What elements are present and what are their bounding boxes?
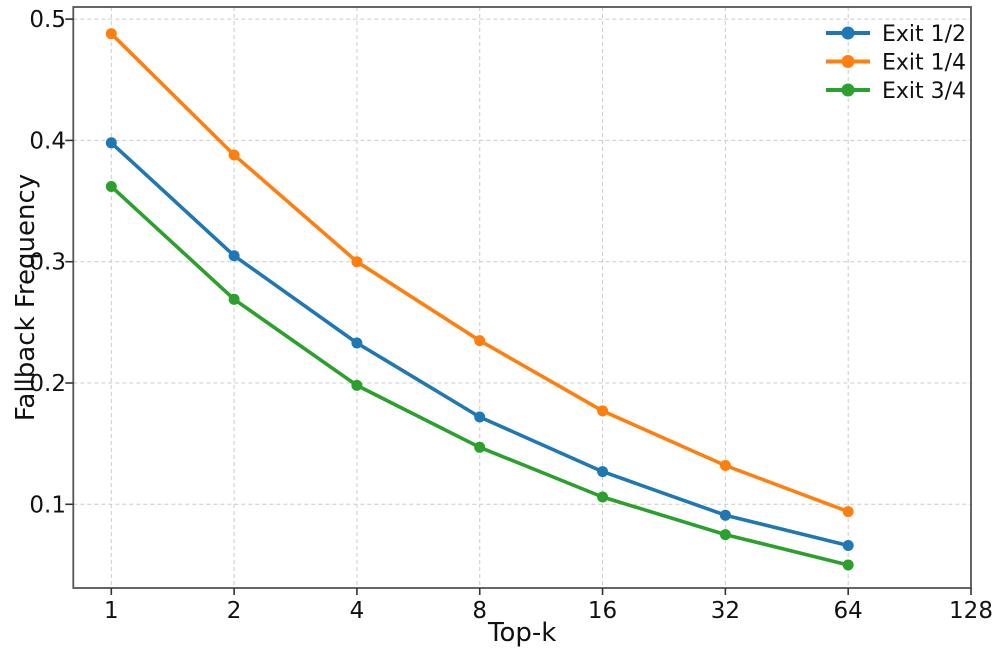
- y-axis-label: Fallback Frequency: [11, 174, 41, 421]
- x-tick-label: 4: [350, 598, 365, 624]
- data-point-marker: [351, 337, 363, 349]
- legend-marker: [841, 83, 855, 97]
- data-point-marker: [105, 181, 117, 192]
- data-point-marker: [351, 256, 363, 268]
- data-point-marker: [597, 491, 609, 503]
- data-point-marker: [719, 460, 731, 471]
- data-point-marker: [597, 466, 609, 478]
- data-point-marker: [719, 529, 731, 541]
- x-tick-label: 32: [711, 598, 740, 624]
- legend-label: Exit 1/4: [882, 51, 966, 76]
- data-point-marker: [474, 335, 486, 347]
- x-tick-label: 2: [227, 598, 242, 624]
- data-point-marker: [597, 405, 609, 417]
- legend-marker: [841, 55, 855, 68]
- legend-label: Exit 1/2: [882, 22, 966, 47]
- data-point-marker: [228, 149, 240, 161]
- data-point-marker: [842, 559, 854, 571]
- y-tick-label: 0.1: [29, 492, 66, 518]
- x-axis-label: Top-k: [487, 618, 556, 648]
- legend-entry: Exit 3/4: [826, 79, 966, 104]
- data-point-marker: [105, 28, 117, 40]
- data-point-marker: [474, 411, 486, 423]
- data-point-marker: [474, 441, 486, 453]
- legend-marker: [841, 26, 855, 40]
- x-tick-label: 1: [104, 598, 119, 624]
- y-tick-label: 0.4: [29, 128, 66, 154]
- y-tick-label: 0.5: [29, 7, 66, 33]
- y-tick-label: 0.3: [29, 250, 66, 276]
- x-tick-label: 8: [472, 598, 487, 624]
- data-point-marker: [351, 379, 363, 391]
- data-point-marker: [842, 506, 854, 518]
- legend-label: Exit 3/4: [882, 79, 966, 104]
- data-point-marker: [105, 137, 117, 149]
- data-point-marker: [228, 293, 240, 305]
- data-point-marker: [228, 250, 240, 262]
- legend-entry: Exit 1/2: [826, 22, 966, 47]
- y-tick-label: 0.2: [29, 371, 66, 397]
- x-tick-label: 128: [949, 598, 993, 624]
- plot-border: [72, 6, 972, 589]
- x-tick-label: 64: [834, 598, 863, 624]
- legend-entry: Exit 1/4: [826, 51, 966, 76]
- x-tick-label: 16: [588, 598, 617, 624]
- data-point-marker: [719, 509, 731, 521]
- data-point-marker: [842, 540, 854, 551]
